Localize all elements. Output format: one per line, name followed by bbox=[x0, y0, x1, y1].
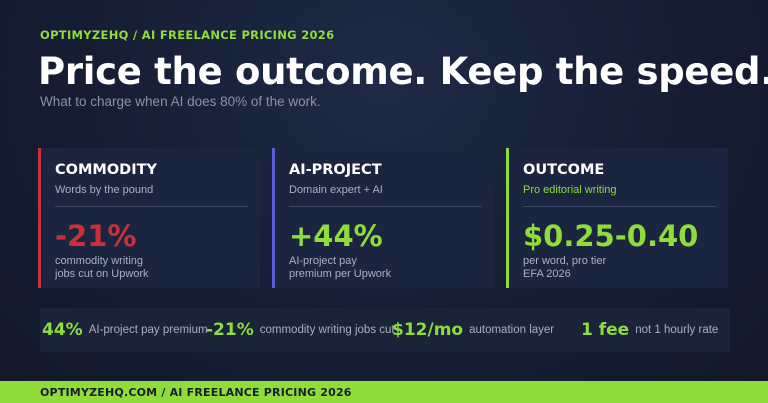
card-title: COMMODITY bbox=[55, 162, 157, 178]
card-divider bbox=[55, 206, 248, 207]
card-note-line: premium per Upwork bbox=[289, 268, 392, 280]
card-value: +44% bbox=[289, 219, 383, 253]
footer-bar: OPTIMYZEHQ.COM / AI FREELANCE PRICING 20… bbox=[0, 381, 768, 403]
footer-text: OPTIMYZEHQ.COM / AI FREELANCE PRICING 20… bbox=[40, 385, 352, 399]
card-note: per word, pro tier EFA 2026 bbox=[523, 255, 716, 281]
stat-label: not 1 hourly rate bbox=[635, 324, 719, 336]
card-note-line: jobs cut on Upwork bbox=[55, 268, 149, 280]
stat-value: $12/mo bbox=[392, 320, 464, 340]
stat-value: 44% bbox=[42, 320, 83, 340]
brand-label: OPTIMYZEHQ / AI FREELANCE PRICING 2026 bbox=[40, 28, 335, 42]
card-note-line: EFA 2026 bbox=[523, 268, 571, 280]
card-note-line: AI-project pay bbox=[289, 255, 357, 267]
card-description: Domain expert + AI bbox=[289, 184, 383, 196]
card-title: OUTCOME bbox=[523, 162, 605, 178]
stat-item: $12/mo automation layer bbox=[392, 320, 554, 340]
card-divider bbox=[523, 206, 716, 207]
card-value: $0.25-0.40 bbox=[523, 219, 699, 253]
stat-value: 1 fee bbox=[581, 320, 630, 340]
card-description: Pro editorial writing bbox=[523, 184, 617, 196]
stat-item: 1 fee not 1 hourly rate bbox=[581, 320, 718, 340]
stat-label: automation layer bbox=[469, 324, 555, 336]
card-note-line: per word, pro tier bbox=[523, 255, 607, 267]
card-ai-project: AI-PROJECT Domain expert + AI +44% AI-pr… bbox=[272, 148, 494, 288]
stat-item: -21% commodity writing jobs cut bbox=[206, 320, 395, 340]
card-note: commodity writing jobs cut on Upwork bbox=[55, 255, 248, 281]
stat-value: -21% bbox=[206, 320, 254, 340]
card-title: AI-PROJECT bbox=[289, 162, 382, 178]
card-value: -21% bbox=[55, 219, 137, 253]
card-note-line: commodity writing bbox=[55, 255, 144, 267]
card-note: AI-project pay premium per Upwork bbox=[289, 255, 482, 281]
page-subtitle: What to charge when AI does 80% of the w… bbox=[40, 94, 321, 109]
card-commodity: COMMODITY Words by the pound -21% commod… bbox=[38, 148, 260, 288]
stat-label: commodity writing jobs cut bbox=[259, 324, 395, 336]
card-outcome: OUTCOME Pro editorial writing $0.25-0.40… bbox=[506, 148, 728, 288]
stat-item: 44% AI-project pay premium bbox=[42, 320, 208, 340]
stat-label: AI-project pay premium bbox=[88, 324, 208, 336]
card-description: Words by the pound bbox=[55, 184, 154, 196]
stats-bar: 44% AI-project pay premium -21% commodit… bbox=[40, 308, 730, 352]
page-title: Price the outcome. Keep the speed. bbox=[38, 50, 768, 93]
card-divider bbox=[289, 206, 482, 207]
